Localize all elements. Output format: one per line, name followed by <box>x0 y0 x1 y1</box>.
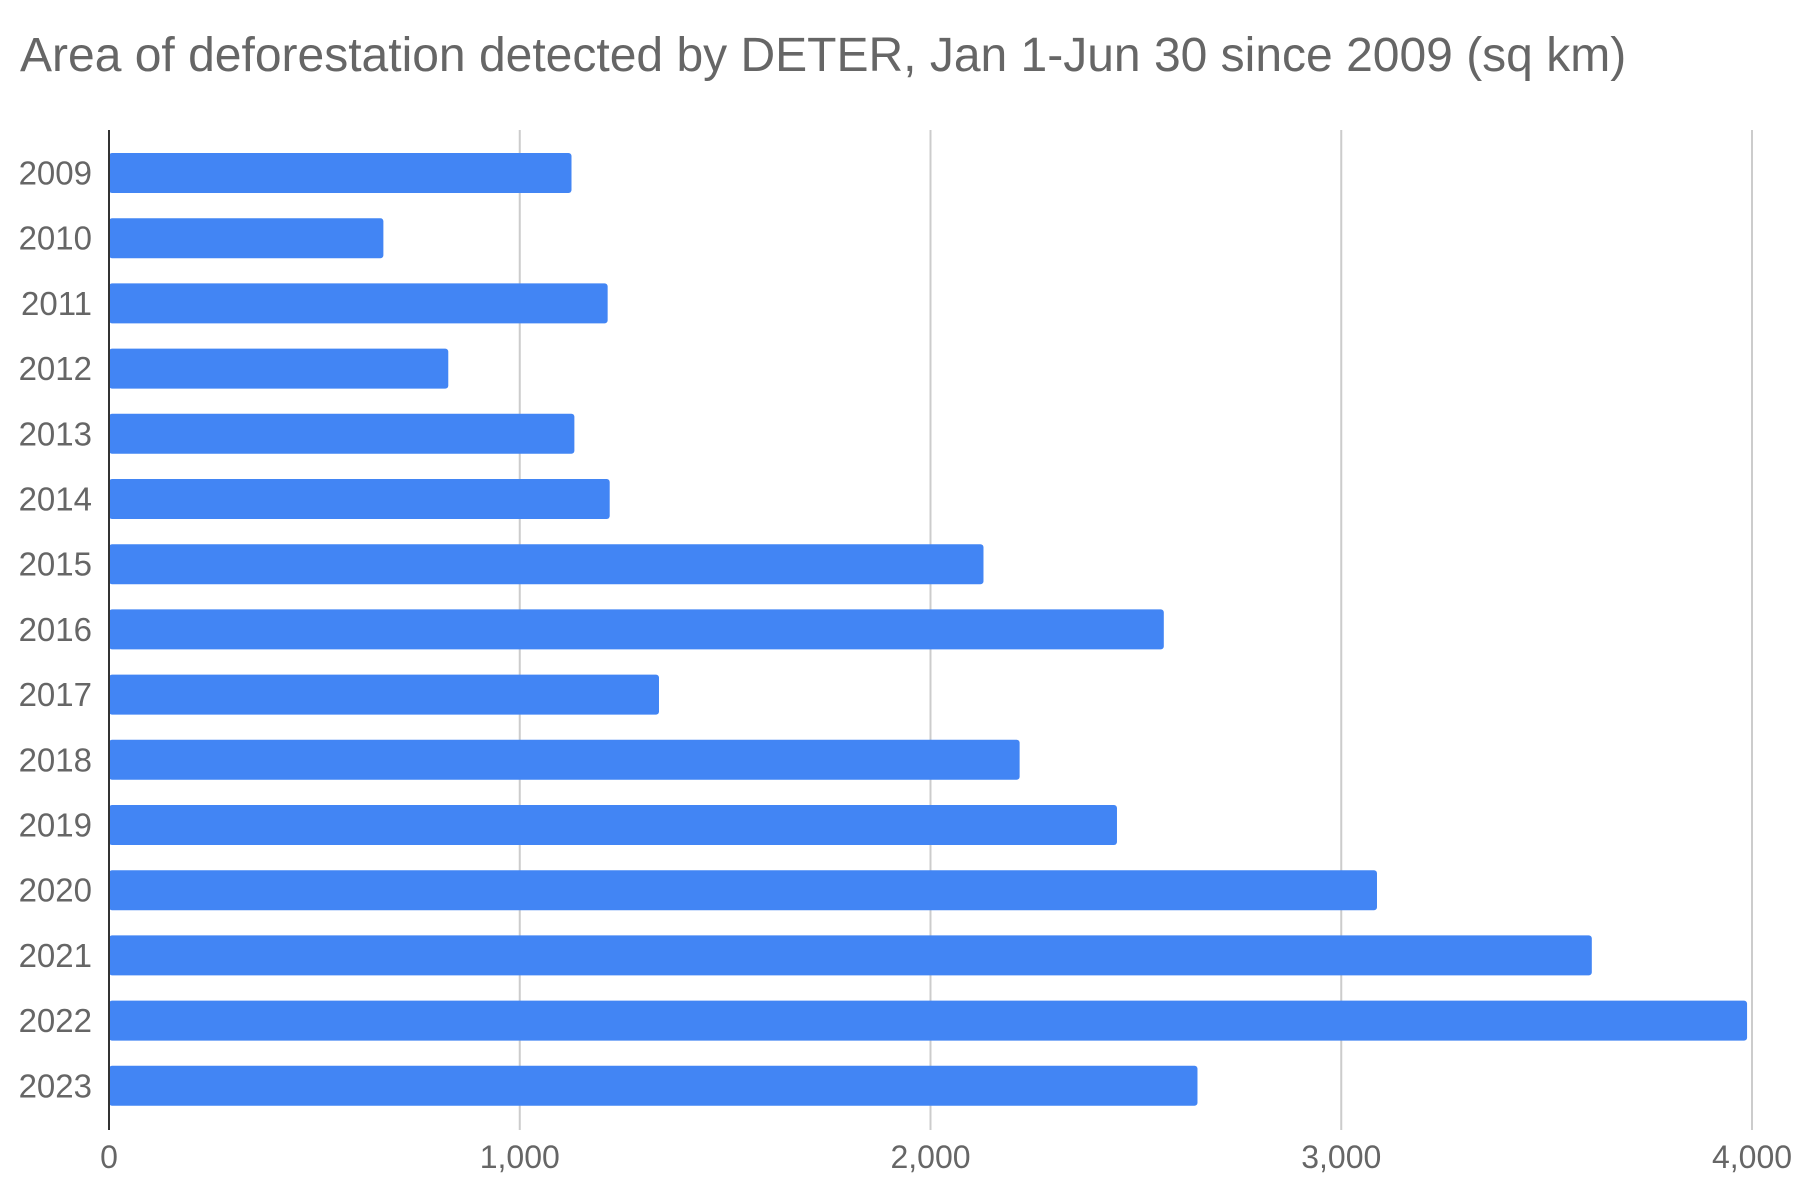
y-tick-label-2015: 2015 <box>19 546 92 583</box>
bar-2010 <box>109 218 384 259</box>
y-tick-label-2018: 2018 <box>19 741 92 778</box>
x-tick-label-2,000: 2,000 <box>890 1139 970 1175</box>
x-tick-label-0: 0 <box>100 1139 118 1175</box>
y-tick-label-2012: 2012 <box>19 350 92 387</box>
y-tick-label-2022: 2022 <box>19 1002 92 1039</box>
y-tick-label-2020: 2020 <box>19 872 92 909</box>
bar-2012 <box>109 348 449 389</box>
y-tick-label-2017: 2017 <box>19 676 92 713</box>
y-tick-label-2023: 2023 <box>19 1067 92 1104</box>
y-tick-label-2019: 2019 <box>19 807 92 844</box>
chart-title: Area of deforestation detected by DETER,… <box>20 29 1627 82</box>
y-tick-label-2014: 2014 <box>19 481 92 518</box>
x-tick-labels: 0 1,000 2,000 3,000 4,000 <box>100 1139 1792 1175</box>
bar-2023 <box>109 1065 1198 1106</box>
bar-2020 <box>109 870 1377 911</box>
y-tick-labels: 2009 2010 2011 2012 2013 2014 2015 2016 2017 2018… <box>19 155 92 1105</box>
y-tick-label-2021: 2021 <box>19 937 92 974</box>
bar-2022 <box>109 1000 1748 1041</box>
y-tick-label-2009: 2009 <box>19 155 92 192</box>
y-tick-label-2010: 2010 <box>19 220 92 257</box>
bars <box>109 153 1748 1106</box>
y-tick-label-2016: 2016 <box>19 611 92 648</box>
bar-2019 <box>109 805 1117 845</box>
x-tick-label-4,000: 4,000 <box>1712 1139 1792 1175</box>
bar-2011 <box>109 283 608 324</box>
bar-2014 <box>109 479 610 519</box>
bar-2016 <box>109 609 1164 650</box>
bar-2013 <box>109 413 575 454</box>
x-tick-label-3,000: 3,000 <box>1301 1139 1381 1175</box>
bar-2009 <box>109 153 572 193</box>
y-tick-label-2013: 2013 <box>19 415 92 452</box>
bar-2018 <box>109 739 1020 780</box>
bar-2021 <box>109 935 1592 976</box>
bar-2017 <box>109 674 659 715</box>
bar-2015 <box>109 544 984 585</box>
y-tick-label-2011: 2011 <box>21 285 92 322</box>
x-tick-label-1,000: 1,000 <box>480 1139 560 1175</box>
